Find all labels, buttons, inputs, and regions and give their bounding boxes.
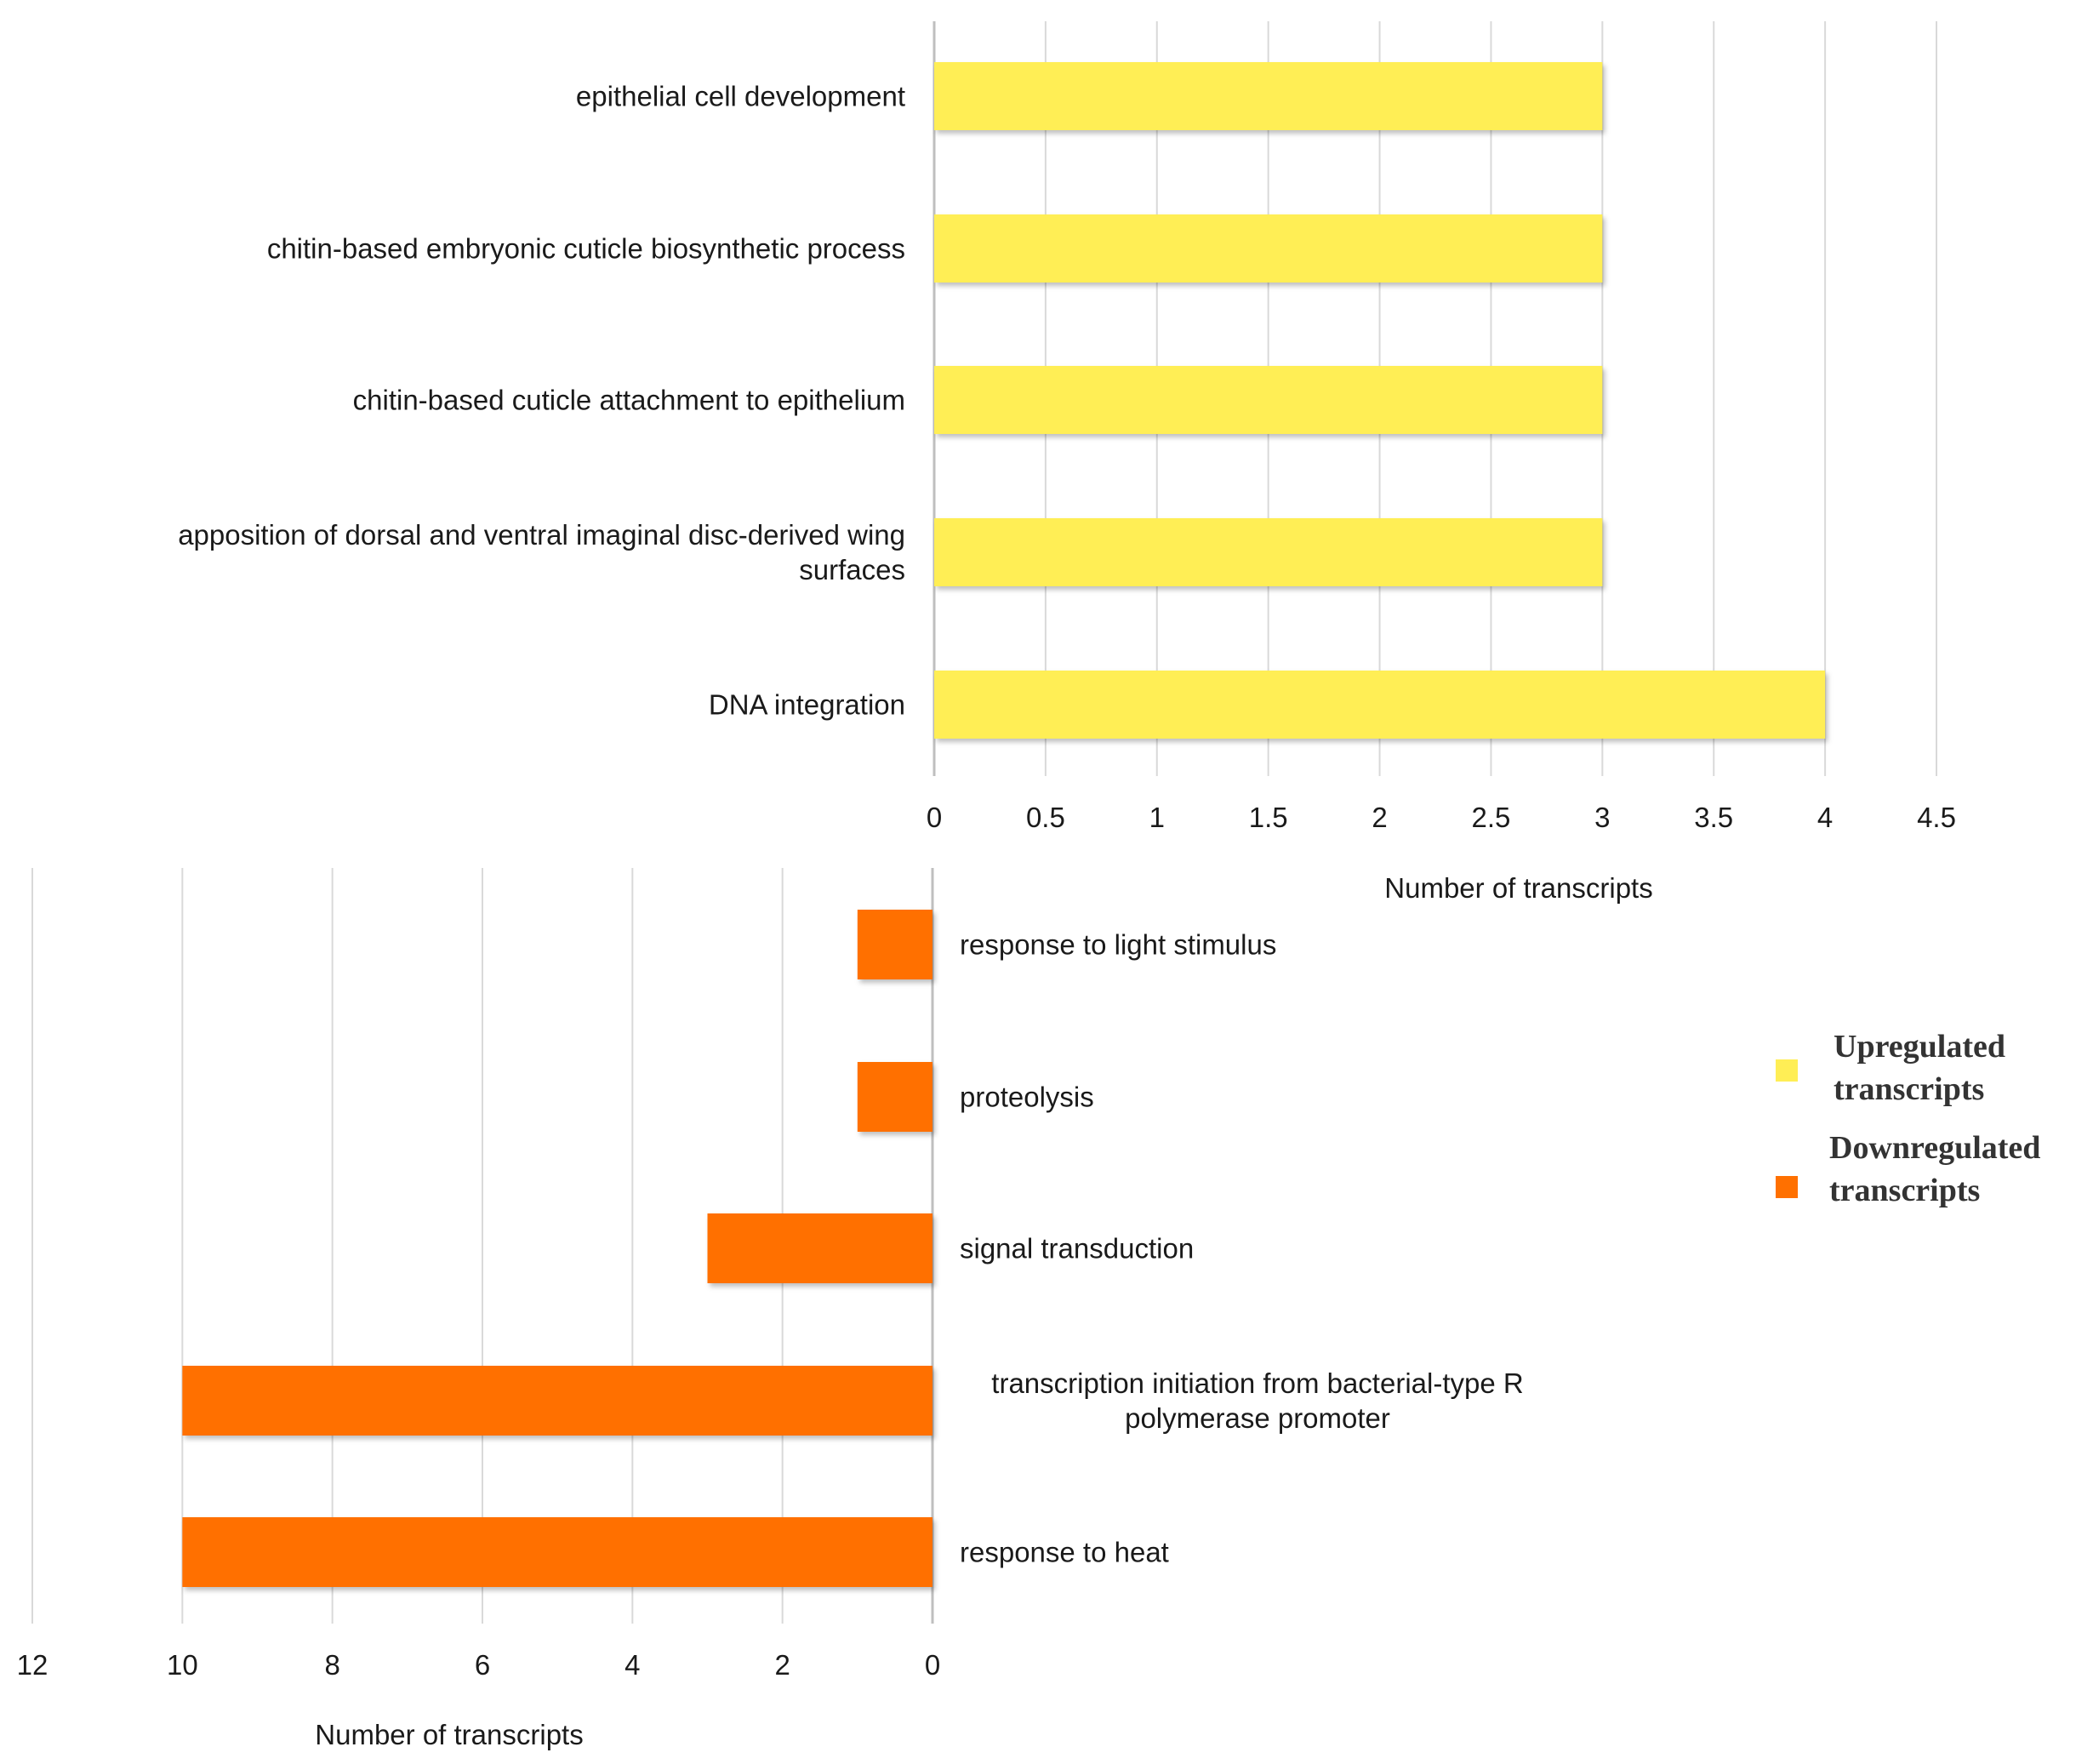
down-bar xyxy=(857,1062,932,1132)
down-tick-label: 10 xyxy=(167,1649,198,1681)
down-category-label-line: proteolysis xyxy=(960,1082,1094,1113)
up-category-label: chitin-based cuticle attachment to epith… xyxy=(353,385,905,416)
legend-swatch xyxy=(1776,1176,1798,1198)
down-tick-label: 6 xyxy=(475,1649,490,1681)
up-tick-label: 1 xyxy=(1149,802,1165,833)
up-category-label: apposition of dorsal and ventral imagina… xyxy=(178,519,905,585)
up-category-label-line: epithelial cell development xyxy=(576,81,905,112)
up-tick-label: 2 xyxy=(1372,802,1387,833)
up-x-axis-title: Number of transcripts xyxy=(1384,872,1652,904)
down-x-axis-title: Number of transcripts xyxy=(315,1719,583,1750)
down-category-label-line: polymerase promoter xyxy=(1125,1402,1390,1434)
legend-label-line: transcripts xyxy=(1834,1071,1984,1107)
down-bar xyxy=(182,1366,933,1436)
up-category-label-line: apposition of dorsal and ventral imagina… xyxy=(178,519,905,551)
down-tick-label: 2 xyxy=(774,1649,790,1681)
down-category-label-line: response to light stimulus xyxy=(960,929,1276,961)
up-category-label-line: chitin-based embryonic cuticle biosynthe… xyxy=(267,233,905,265)
up-bar xyxy=(934,62,1603,130)
down-bar xyxy=(857,910,932,979)
legend-label-line: transcripts xyxy=(1829,1173,1980,1208)
down-tick-label: 8 xyxy=(324,1649,339,1681)
up-tick-label: 3.5 xyxy=(1694,802,1733,833)
down-category-label: proteolysis xyxy=(960,1082,1094,1113)
up-bar xyxy=(934,214,1603,283)
down-category-label: response to heat xyxy=(960,1537,1169,1568)
up-category-label: epithelial cell development xyxy=(576,81,905,112)
up-tick-label: 0 xyxy=(927,802,942,833)
up-tick-label: 4 xyxy=(1817,802,1833,833)
downregulated-chart: response to light stimulus proteolysis sig… xyxy=(17,868,1524,1750)
down-category-label: response to light stimulus xyxy=(960,929,1276,961)
down-category-label-line: signal transduction xyxy=(960,1233,1194,1264)
down-tick-label: 0 xyxy=(925,1649,940,1681)
up-category-label-line: surfaces xyxy=(799,554,905,585)
legend-label: Downregulated transcripts xyxy=(1829,1130,2040,1208)
legend: Upregulated transcripts Downregulated trans… xyxy=(1776,1029,2040,1208)
up-tick-label: 0.5 xyxy=(1026,802,1065,833)
down-bar xyxy=(707,1213,932,1283)
up-tick-label: 2.5 xyxy=(1472,802,1511,833)
down-bar xyxy=(182,1517,933,1587)
upregulated-chart: epithelial cell development chitin-based … xyxy=(178,21,1956,904)
up-bar xyxy=(934,366,1603,434)
down-category-label: transcription initiation from bacterial-… xyxy=(991,1367,1523,1434)
up-tick-label: 3 xyxy=(1594,802,1610,833)
up-category-label: DNA integration xyxy=(709,689,905,721)
down-category-label: signal transduction xyxy=(960,1233,1194,1264)
up-category-label: chitin-based embryonic cuticle biosynthe… xyxy=(267,233,905,265)
down-tick-label: 4 xyxy=(625,1649,640,1681)
down-category-label-line: transcription initiation from bacterial-… xyxy=(991,1367,1523,1399)
down-tick-label: 12 xyxy=(17,1649,48,1681)
legend-label-line: Upregulated xyxy=(1834,1029,2005,1065)
legend-label: Upregulated transcripts xyxy=(1834,1029,2005,1107)
up-category-label-line: DNA integration xyxy=(709,689,905,721)
legend-label-line: Downregulated xyxy=(1829,1130,2040,1166)
legend-swatch xyxy=(1776,1059,1798,1082)
up-bar xyxy=(934,518,1603,586)
up-tick-label: 4.5 xyxy=(1917,802,1956,833)
up-tick-label: 1.5 xyxy=(1249,802,1288,833)
up-bar xyxy=(934,671,1826,739)
up-category-label-line: chitin-based cuticle attachment to epith… xyxy=(353,385,905,416)
down-category-label-line: response to heat xyxy=(960,1537,1169,1568)
